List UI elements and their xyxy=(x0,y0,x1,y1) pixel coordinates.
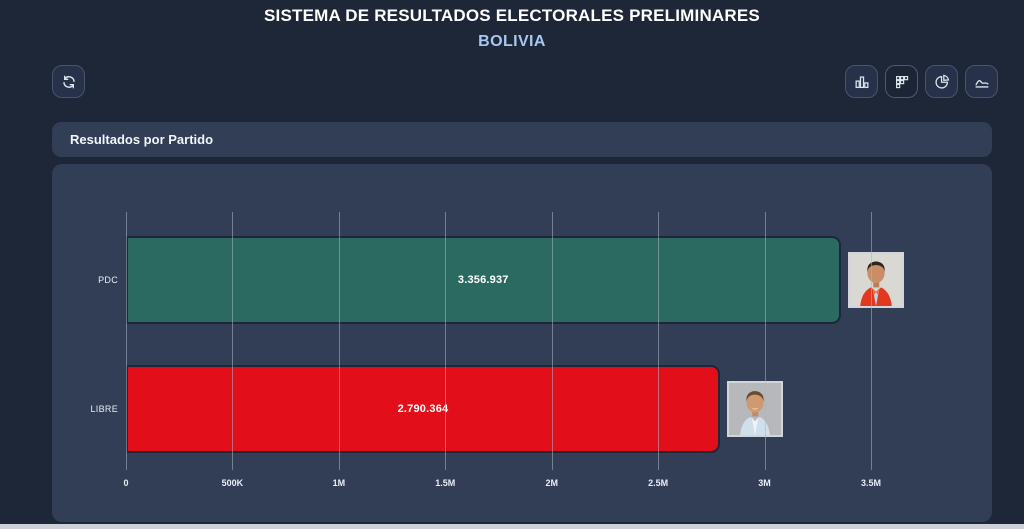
libre-candidate-photo xyxy=(726,381,783,437)
bar-row-pdc: PDC 3.356.937 xyxy=(98,236,972,324)
gridline xyxy=(232,212,234,470)
column-chart-icon xyxy=(853,73,871,91)
x-axis-tick-label: 2M xyxy=(545,478,558,488)
x-axis-tick-label: 3M xyxy=(758,478,771,488)
x-axis-tick-label: 1M xyxy=(332,478,346,488)
area-chart-icon xyxy=(973,73,991,91)
refresh-icon xyxy=(60,73,78,91)
pie-chart-icon xyxy=(933,73,951,91)
bar-row-libre: LIBRE 2.790.364 xyxy=(90,365,972,453)
refresh-button[interactable] xyxy=(52,65,85,98)
gridline xyxy=(764,212,766,470)
area-chart-button[interactable] xyxy=(965,65,998,98)
grid-chart-button[interactable] xyxy=(885,65,918,98)
horizontal-scrollbar[interactable] xyxy=(0,524,1024,529)
gridline xyxy=(338,212,340,470)
x-axis-tick-label: 1.5M xyxy=(435,478,456,488)
column-chart-button[interactable] xyxy=(845,65,878,98)
gridline xyxy=(551,212,553,470)
x-axis-tick-label: 2.5M xyxy=(648,478,669,488)
x-axis-tick-label: 500K xyxy=(221,478,244,488)
gridline xyxy=(871,212,872,470)
panel-title: Resultados por Partido xyxy=(70,132,214,147)
bar-value-label-libre: 2.790.364 xyxy=(397,403,449,415)
chart-type-toolbar xyxy=(845,65,998,98)
plot-area: PDC 3.356.937 xyxy=(90,212,972,488)
category-label-libre: LIBRE xyxy=(90,404,118,414)
x-axis-tick-label: 3.5M xyxy=(860,478,882,488)
page-subtitle: BOLIVIA xyxy=(478,33,546,50)
x-axis-tick-label: 0 xyxy=(123,478,129,488)
panel-header: Resultados por Partido xyxy=(52,122,992,157)
pie-chart-button[interactable] xyxy=(925,65,958,98)
bar-libre[interactable]: 2.790.364 xyxy=(126,365,720,453)
page-title: SISTEMA DE RESULTADOS ELECTORALES PRELIM… xyxy=(264,6,760,25)
gridline xyxy=(126,212,127,470)
category-label-pdc: PDC xyxy=(98,275,118,285)
bar-value-label-pdc: 3.356.937 xyxy=(457,274,509,286)
grid-chart-icon xyxy=(893,73,911,91)
bar-pdc[interactable]: 3.356.937 xyxy=(126,236,841,324)
pdc-candidate-photo xyxy=(847,252,904,308)
page-header: SISTEMA DE RESULTADOS ELECTORALES PRELIM… xyxy=(0,6,1024,51)
gridline xyxy=(445,212,447,470)
gridline xyxy=(658,212,660,470)
chart-panel: PDC 3.356.937 xyxy=(52,164,992,522)
